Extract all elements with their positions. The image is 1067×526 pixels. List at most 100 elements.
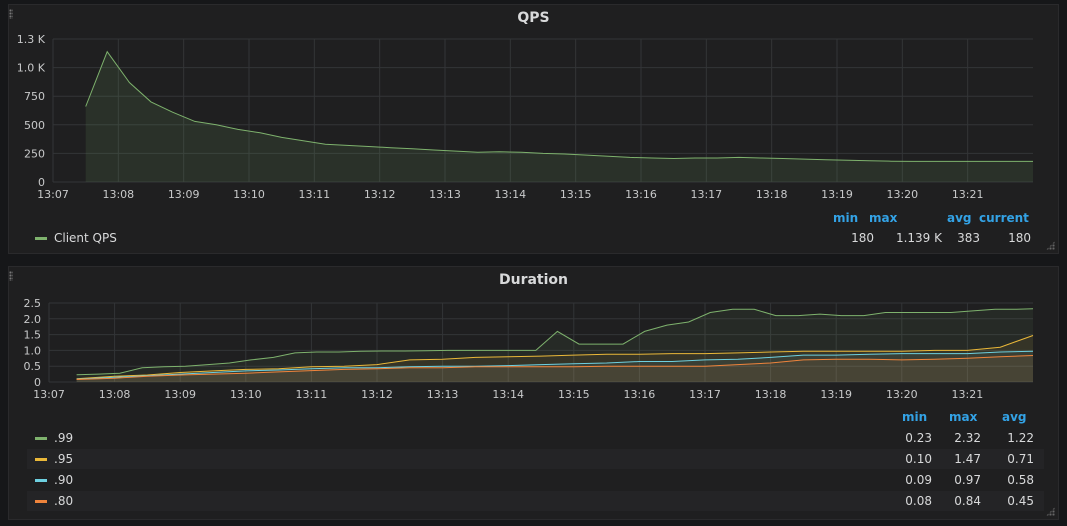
y-tick-label: 500 <box>24 119 45 132</box>
x-tick-label: 13:20 <box>886 388 918 401</box>
legend-header-current[interactable]: current <box>979 211 1029 225</box>
x-tick-label: 13:08 <box>99 388 131 401</box>
x-tick-label: 13:21 <box>952 388 984 401</box>
series-name[interactable]: Client QPS <box>54 231 117 245</box>
x-tick-label: 13:07 <box>33 388 65 401</box>
legend-value-min: 0.23 <box>905 431 932 445</box>
y-tick-label: 2.0 <box>24 313 42 326</box>
legend-value-max: 0.97 <box>954 473 981 487</box>
series-color-swatch[interactable] <box>35 237 47 240</box>
y-tick-label: 0.5 <box>24 360 42 373</box>
x-tick-label: 13:12 <box>361 388 393 401</box>
legend-value-avg: 0.45 <box>1007 494 1034 508</box>
resize-handle-icon[interactable] <box>1046 507 1055 516</box>
series-line-90[interactable] <box>76 350 1034 380</box>
series-line-ClientQPS[interactable] <box>85 50 1033 162</box>
legend-header-min[interactable]: min <box>833 211 859 225</box>
qps-graph[interactable]: 0 250 500 750 1.0 K 1.3 K 13:07 13:08 13:09 13:10… <box>9 5 1058 210</box>
duration-graph[interactable]: 0 0.5 1.0 1.5 2.0 2.5 13:07 13:08 13:09 13:10 13:1… <box>9 267 1058 405</box>
x-tick-label: 13:19 <box>820 388 852 401</box>
legend-value-avg: 0.58 <box>1007 473 1034 487</box>
legend-value-max: 2.32 <box>954 431 981 445</box>
series-color-swatch[interactable] <box>35 458 47 461</box>
grid <box>52 38 1033 183</box>
x-tick-label: 13:11 <box>296 388 328 401</box>
series-line-99[interactable] <box>76 308 1034 376</box>
y-tick-label: 1.0 <box>24 344 42 357</box>
y-tick-label: 1.3 K <box>17 33 46 46</box>
legend-row[interactable]: Client QPS 180 1.139 K 383 180 <box>27 228 1044 248</box>
x-tick-label: 13:12 <box>364 188 396 201</box>
legend-row[interactable]: .80 0.08 0.84 0.45 <box>27 491 1044 511</box>
x-tick-label: 13:15 <box>560 188 592 201</box>
series-line-95[interactable] <box>76 335 1034 380</box>
x-tick-label: 13:20 <box>886 188 918 201</box>
legend-value-min: 180 <box>851 231 874 245</box>
x-tick-label: 13:18 <box>755 388 787 401</box>
legend-value-min: 0.08 <box>905 494 932 508</box>
legend-value-avg: 383 <box>957 231 980 245</box>
x-tick-label: 13:17 <box>689 388 721 401</box>
y-tick-label: 1.5 <box>24 329 42 342</box>
x-tick-label: 13:14 <box>492 388 524 401</box>
resize-handle-icon[interactable] <box>1046 241 1055 250</box>
legend-value-max: 0.84 <box>954 494 981 508</box>
legend-value-max: 1.47 <box>954 452 981 466</box>
series-name[interactable]: .80 <box>54 494 74 508</box>
legend-value-avg: 1.22 <box>1007 431 1034 445</box>
x-tick-label: 13:07 <box>37 188 69 201</box>
panel-title[interactable]: Duration <box>498 272 568 288</box>
y-tick-label: 750 <box>24 90 45 103</box>
grid <box>48 302 1033 383</box>
x-tick-label: 13:16 <box>625 188 657 201</box>
x-tick-label: 13:14 <box>494 188 526 201</box>
y-tick-label: 1.0 K <box>17 62 46 75</box>
x-tick-label: 13:10 <box>233 188 265 201</box>
legend-row[interactable]: .95 0.10 1.47 0.71 <box>27 449 1044 469</box>
x-tick-label: 13:09 <box>168 188 200 201</box>
legend-header-max[interactable]: max <box>949 410 978 424</box>
x-tick-label: 13:15 <box>558 388 590 401</box>
legend-header-max[interactable]: max <box>869 211 898 225</box>
legend-header-avg[interactable]: avg <box>947 211 972 225</box>
series-name[interactable]: .99 <box>54 431 74 445</box>
drag-handle-icon[interactable] <box>9 271 13 281</box>
series-line-80[interactable] <box>76 355 1034 380</box>
x-tick-label: 13:13 <box>429 188 461 201</box>
duration-panel: Duration 0 0.5 1.0 1.5 2.0 2.5 13:07 13:08 13:09… <box>8 266 1059 520</box>
y-tick-label: 0 <box>34 376 41 389</box>
legend-value-max: 1.139 K <box>895 231 942 245</box>
x-tick-label: 13:21 <box>952 188 984 201</box>
series-area-ClientQPS <box>85 51 1033 183</box>
series-color-swatch[interactable] <box>35 500 47 503</box>
x-tick-label: 13:08 <box>102 188 134 201</box>
y-tick-label: 2.5 <box>24 297 42 310</box>
series-color-swatch[interactable] <box>35 437 47 440</box>
series-name[interactable]: .95 <box>54 452 74 466</box>
legend-value-avg: 0.71 <box>1007 452 1034 466</box>
x-tick-label: 13:10 <box>230 388 262 401</box>
legend-header-min[interactable]: min <box>902 410 928 424</box>
x-tick-label: 13:16 <box>624 388 656 401</box>
series-area-80 <box>76 355 1034 382</box>
legend-value-min: 0.09 <box>905 473 932 487</box>
series-name[interactable]: .90 <box>54 473 74 487</box>
x-tick-label: 13:19 <box>821 188 853 201</box>
qps-panel: QPS 0 250 500 750 1.0 K 1.3 K 13:07 13:08 13:09 1… <box>8 4 1059 254</box>
legend-row[interactable]: .99 0.23 2.32 1.22 <box>27 428 1044 448</box>
series-color-swatch[interactable] <box>35 479 47 482</box>
legend-header-avg[interactable]: avg <box>1002 410 1027 424</box>
series-area-99 <box>76 308 1034 382</box>
x-tick-label: 13:17 <box>690 188 722 201</box>
x-tick-label: 13:11 <box>298 188 330 201</box>
x-tick-label: 13:09 <box>164 388 196 401</box>
panel-title[interactable]: QPS <box>517 10 550 26</box>
y-tick-label: 0 <box>38 176 45 189</box>
drag-handle-icon[interactable] <box>9 9 13 19</box>
y-tick-label: 250 <box>24 147 45 160</box>
x-tick-label: 13:13 <box>427 388 459 401</box>
legend-row[interactable]: .90 0.09 0.97 0.58 <box>27 470 1044 490</box>
legend-value-current: 180 <box>1008 231 1031 245</box>
x-tick-label: 13:18 <box>756 188 788 201</box>
legend-value-min: 0.10 <box>905 452 932 466</box>
